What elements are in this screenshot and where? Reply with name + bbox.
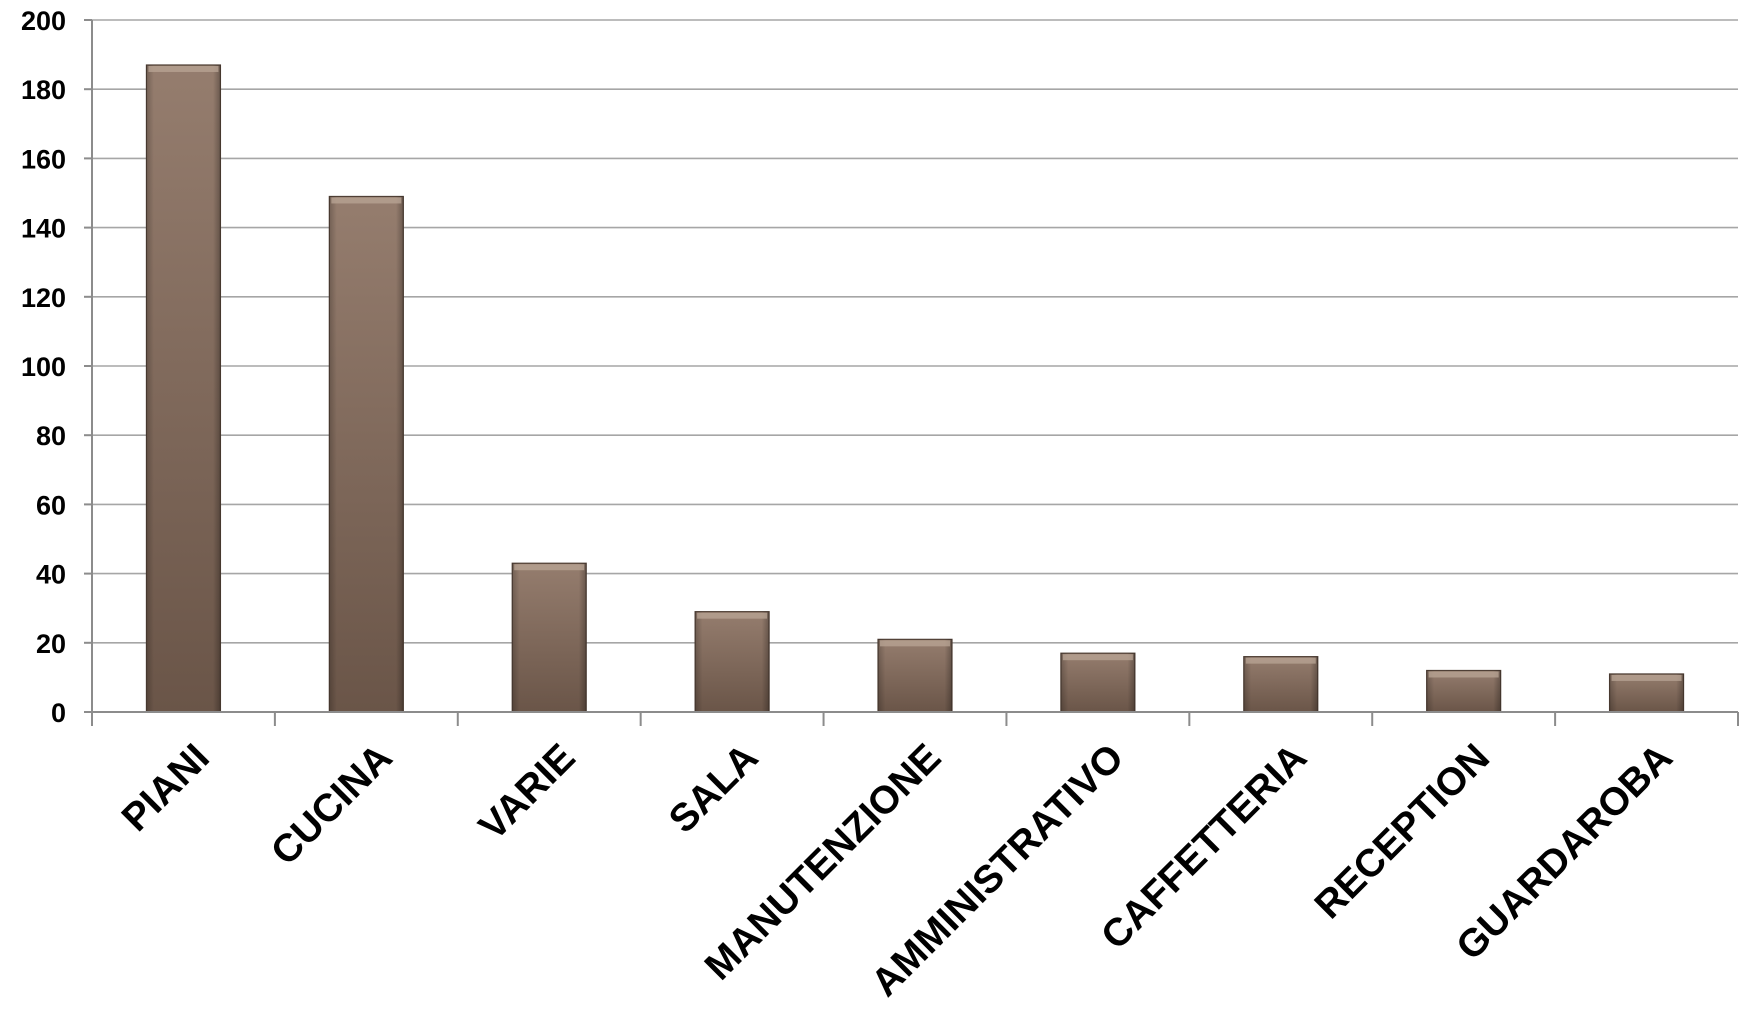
bar-bevel [1428,671,1499,678]
y-tick-label: 180 [21,75,66,105]
bar-varie [511,562,587,713]
bar-guardaroba [1608,673,1685,713]
bar-piani [145,64,222,713]
bar-bevel [1611,674,1682,681]
x-tick-label: VARIE [471,736,584,849]
bar-shading [512,563,587,712]
bar-shading [695,611,770,712]
bar-shading [1060,653,1135,712]
bar-reception [1426,669,1502,713]
bar-bevel [1062,654,1133,661]
y-tick-label: 60 [36,490,66,520]
bar-shading [878,639,952,712]
bar-bevel [148,65,219,72]
bar-shading [329,196,404,712]
y-tick-label: 0 [51,698,66,728]
x-tick-label: PIANI [114,736,218,840]
y-tick-label: 80 [36,421,66,451]
bar-cucina [328,195,404,713]
y-tick-label: 120 [21,283,66,313]
y-tick-label: 100 [21,352,66,382]
bar-bevel [331,197,402,204]
y-tick-label: 40 [36,560,66,590]
bars [145,64,1685,713]
bar-manutenzione [877,638,953,713]
bar-sala [694,611,770,713]
y-tick-label: 160 [21,144,66,174]
bar-bevel [697,612,768,619]
bar-amministrativo [1060,652,1136,713]
x-tick-label: RECEPTION [1307,736,1498,927]
y-tick-label: 140 [21,214,66,244]
x-tick-labels: PIANI CUCINA VARIE SALAMANUTENZIONEAMMINIST… [114,736,1681,1005]
y-tick-label: 200 [21,6,66,36]
bar-shading [146,64,221,713]
y-tick-label: 20 [36,629,66,659]
bar-bevel [1245,657,1316,664]
bar-bevel [514,564,585,571]
y-tick-labels: 0 20 40 60 80 100 120 140 160 180 200 [21,6,66,728]
x-tick-label: CUCINA [263,736,401,874]
bar-caffetteria [1243,656,1319,713]
bar-shading [1243,656,1318,712]
x-tick-label: SALA [661,736,766,841]
bar-bevel [880,640,950,647]
axes [84,19,1739,726]
